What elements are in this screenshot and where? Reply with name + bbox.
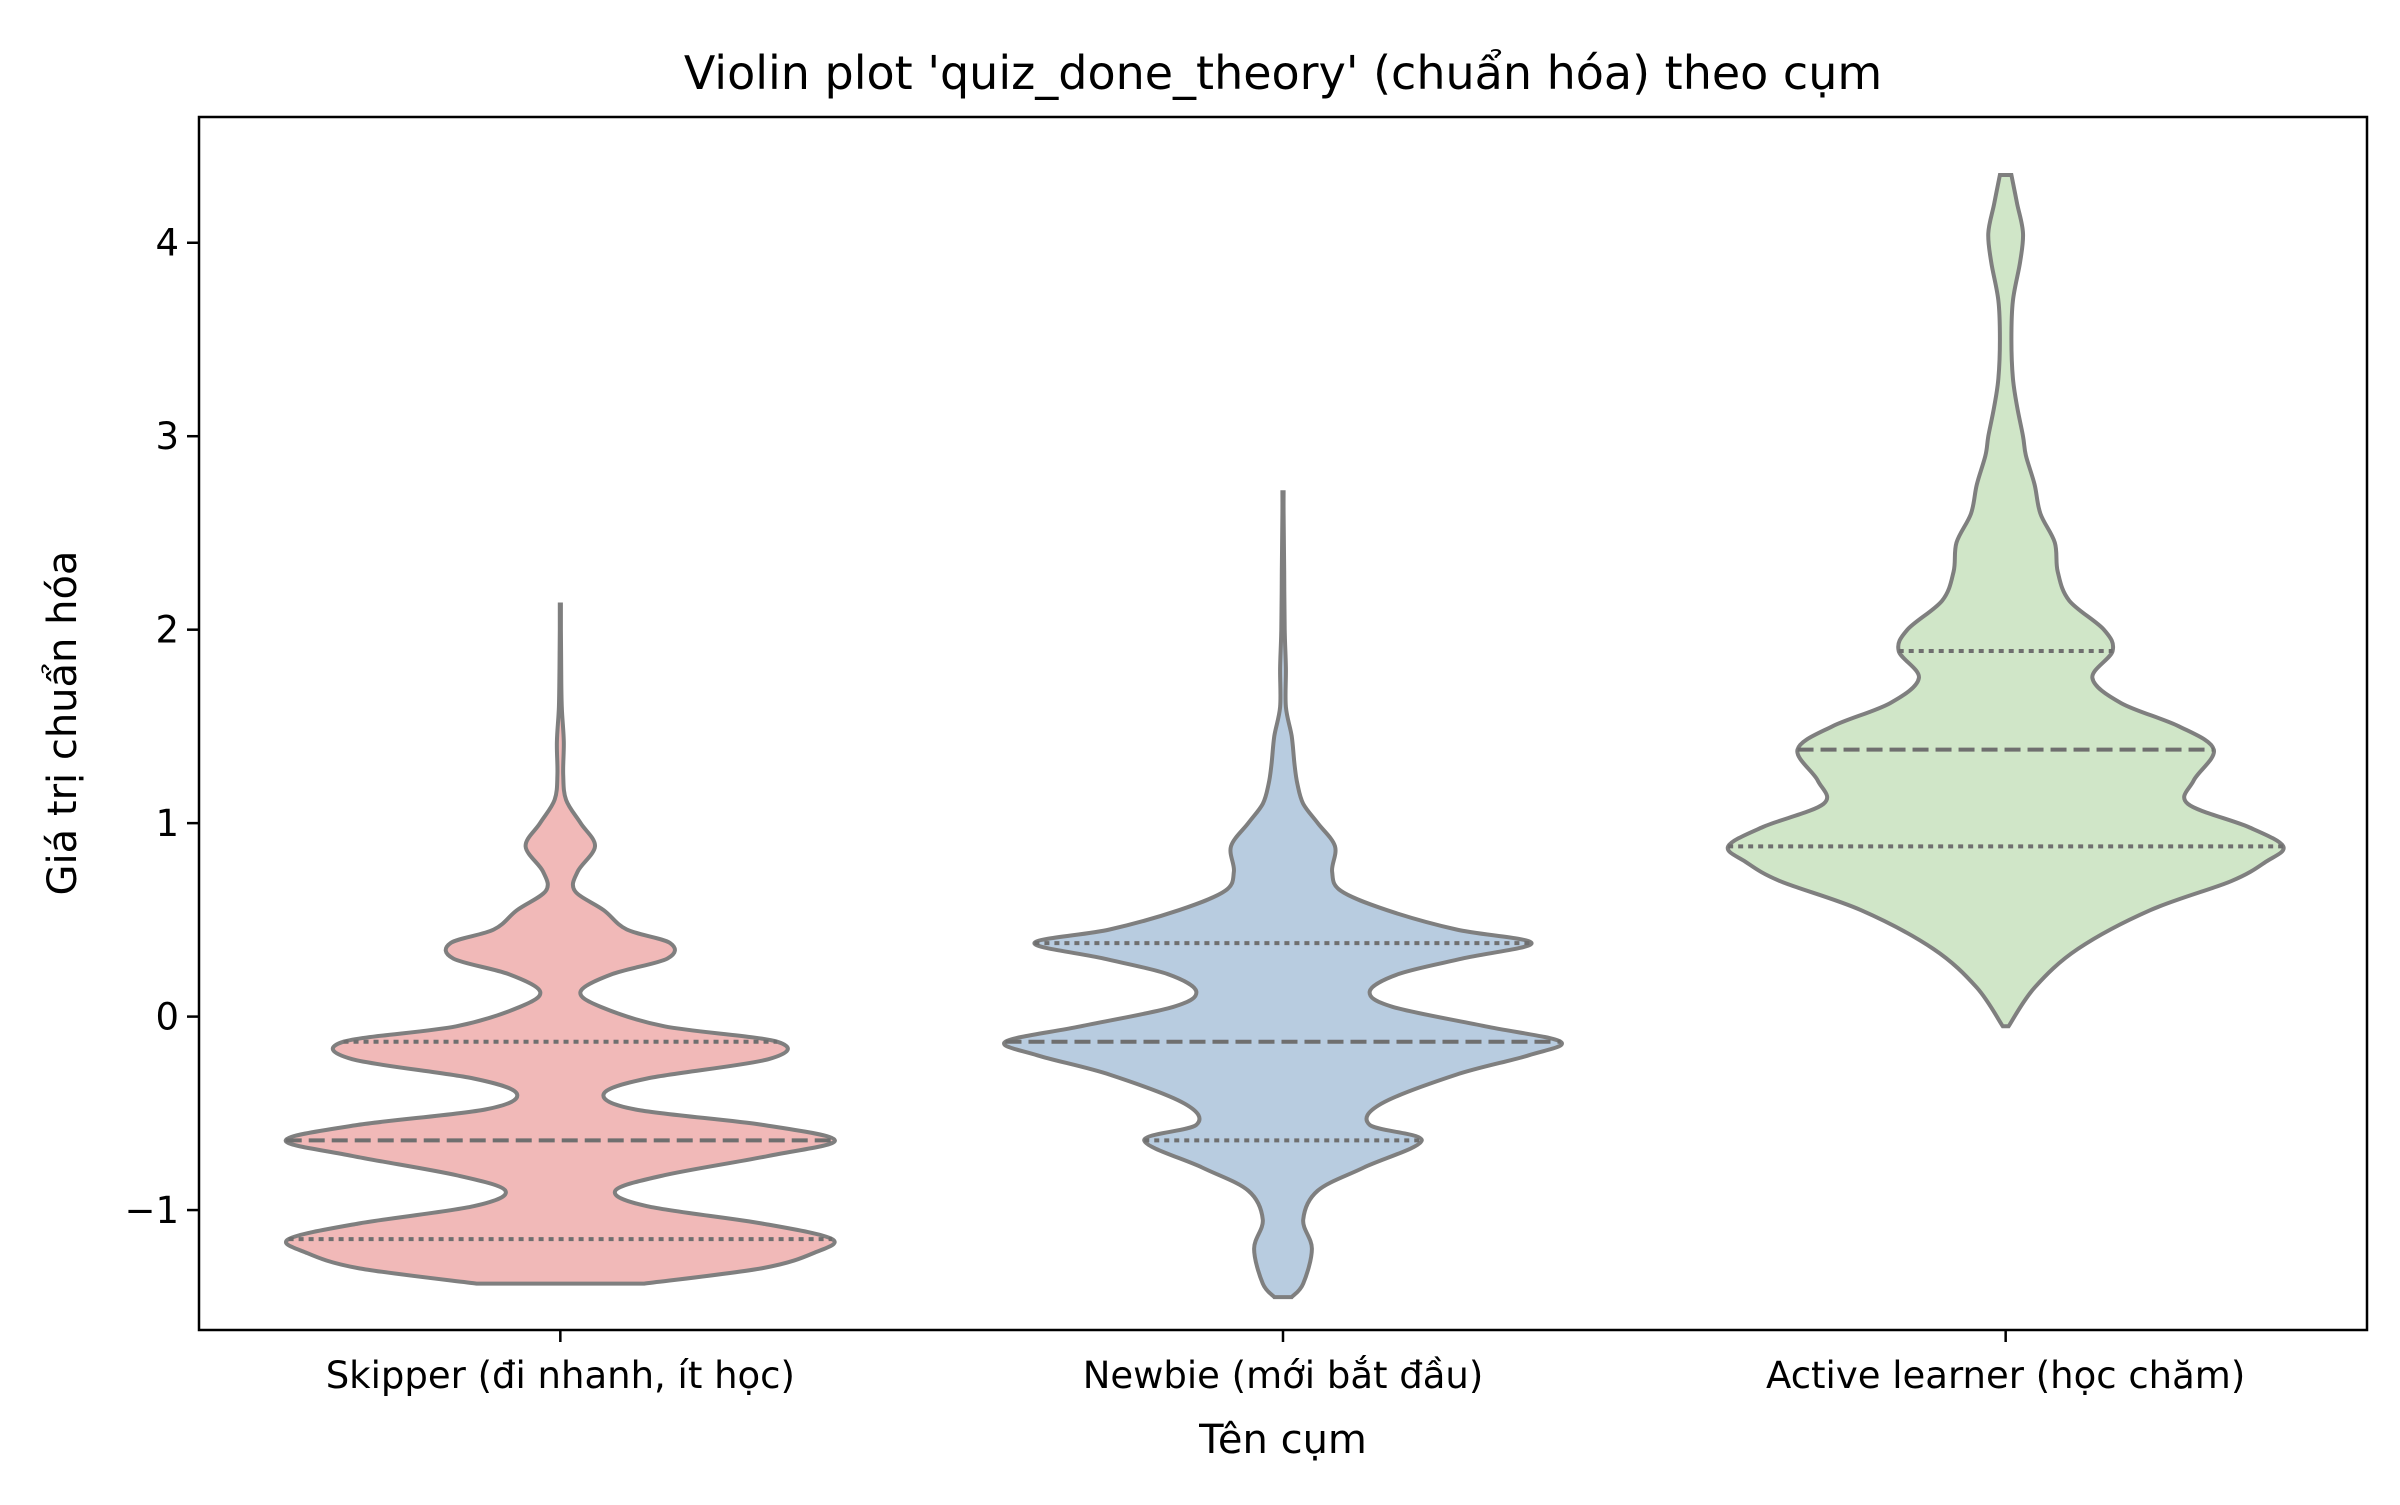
- x-tick-label: Newbie (mới bắt đầu): [1083, 1354, 1484, 1397]
- violin-3: [1725, 173, 2286, 1029]
- violin-body: [1725, 173, 2286, 1029]
- y-tick-label: 0: [155, 996, 179, 1039]
- x-axis-label: Tên cụm: [1198, 1417, 1367, 1463]
- y-tick-label: 3: [155, 415, 179, 458]
- y-axis-label: Giá trị chuẩn hóa: [40, 551, 86, 896]
- violin-body: [283, 602, 837, 1286]
- violin-body: [1002, 490, 1564, 1300]
- y-tick-label: 2: [155, 609, 179, 652]
- x-tick-label: Active learner (học chăm): [1766, 1354, 2245, 1397]
- y-tick-label: 4: [155, 222, 179, 265]
- x-tick-label: Skipper (đi nhanh, ít học): [326, 1354, 795, 1397]
- violin-2: [1002, 490, 1564, 1300]
- y-tick-label: −1: [124, 1189, 179, 1232]
- violin-1: [283, 602, 837, 1286]
- y-tick-label: 1: [155, 802, 179, 845]
- chart-title: Violin plot 'quiz_done_theory' (chuẩn hó…: [684, 46, 1882, 100]
